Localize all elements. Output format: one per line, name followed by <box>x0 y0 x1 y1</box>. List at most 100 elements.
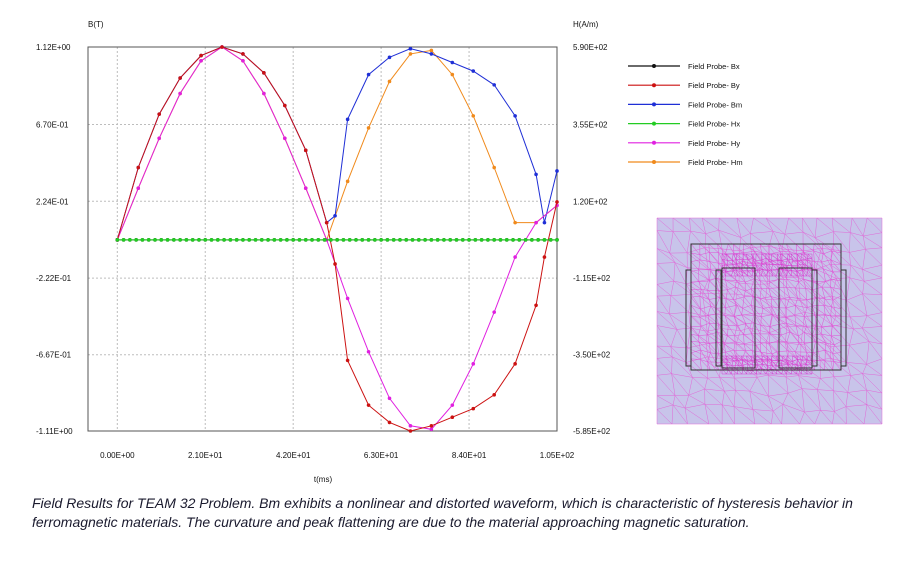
data-point-hx <box>423 238 427 242</box>
data-point-hx <box>272 238 277 242</box>
data-point-bm <box>387 55 392 60</box>
data-point-hx <box>530 238 534 242</box>
data-point-hx <box>523 238 528 242</box>
y-left-tick-label: -2.22E-01 <box>36 274 72 283</box>
x-tick-label: 0.00E+00 <box>100 451 135 460</box>
data-point-hx <box>222 238 226 242</box>
data-point-hx <box>291 238 295 242</box>
coil-left-outer <box>685 269 692 367</box>
legend-marker-by <box>652 83 656 88</box>
data-point-hx <box>178 238 182 242</box>
data-point-hx <box>146 238 151 242</box>
data-point-hy <box>429 427 434 432</box>
legend-label-by: Field Probe- By <box>688 81 740 90</box>
data-point-hx <box>165 238 170 242</box>
legend-label-bm: Field Probe- Bm <box>688 100 742 109</box>
y-right-tick-label: -3.50E+02 <box>573 351 611 360</box>
data-point-by <box>324 220 329 225</box>
series-line-hy <box>116 46 558 430</box>
data-point-hx <box>297 238 302 242</box>
data-point-by <box>542 255 547 259</box>
data-point-hm <box>387 79 392 84</box>
data-point-by <box>241 52 245 56</box>
data-point-hy <box>283 136 287 141</box>
y-axis-left-ticks: 1.12E+00 6.70E-01 2.24E-01 -2.22E-01 -6.67E-… <box>36 43 73 436</box>
data-point-by <box>408 429 413 433</box>
series-line-by <box>116 46 558 432</box>
data-point-by <box>366 403 371 407</box>
data-point-hx <box>341 238 346 242</box>
data-point-hx <box>209 238 214 242</box>
data-point-by <box>429 424 434 428</box>
data-point-by <box>178 76 182 80</box>
data-point-hx <box>417 238 421 242</box>
data-point-hx <box>241 238 245 242</box>
data-point-hm <box>492 165 496 170</box>
y-axis-right-ticks: 5.90E+02 3.55E+02 1.20E+02 -1.15E+02 -3.50E+… <box>573 43 611 436</box>
data-point-by <box>471 406 476 411</box>
data-point-hy <box>450 403 455 407</box>
data-point-by <box>345 358 350 363</box>
data-point-hx <box>454 238 459 242</box>
data-point-hx <box>492 238 496 242</box>
data-point-hx <box>404 238 409 242</box>
data-point-hx <box>360 238 365 242</box>
data-point-bm <box>333 213 337 218</box>
data-point-hx <box>184 238 189 242</box>
chart-canvas: B(T) H(A/m) t(ms) 1.12E+00 6.70E-01 2.24E-… <box>36 20 883 484</box>
data-point-bm <box>366 72 371 77</box>
x-tick-label: 4.20E+01 <box>276 451 311 460</box>
data-point-by <box>136 165 141 170</box>
data-point-hm <box>345 179 350 184</box>
data-point-hx <box>354 238 358 242</box>
data-point-hx <box>153 238 157 242</box>
data-point-bm <box>345 117 350 122</box>
data-point-hx <box>504 238 509 242</box>
x-axis-label: t(ms) <box>314 475 333 484</box>
data-point-by <box>220 45 224 49</box>
data-point-hy <box>492 310 496 314</box>
series-layer <box>115 45 559 433</box>
x-tick-label: 2.10E+01 <box>188 451 223 460</box>
data-point-hx <box>253 238 258 242</box>
data-point-hx <box>172 238 176 242</box>
data-point-hx <box>548 238 553 242</box>
legend-label-hx: Field Probe- Hx <box>688 120 740 129</box>
data-point-hx <box>347 238 352 242</box>
legend-marker-bx <box>652 64 656 68</box>
data-point-hx <box>322 238 327 242</box>
x-tick-label: 1.05E+02 <box>540 451 575 460</box>
data-point-bm <box>555 169 559 173</box>
data-point-hx <box>115 238 120 242</box>
data-point-hm <box>471 114 476 118</box>
data-point-hx <box>536 238 540 242</box>
data-point-hx <box>316 238 321 242</box>
data-point-hx <box>498 238 503 242</box>
data-point-hx <box>517 238 522 242</box>
data-point-by <box>450 415 455 420</box>
data-point-hx <box>159 238 164 242</box>
data-point-hx <box>197 238 201 242</box>
data-point-hx <box>121 238 126 242</box>
data-point-hx <box>479 238 484 242</box>
series-bm <box>115 45 559 242</box>
y-left-tick-label: 2.24E-01 <box>36 197 69 206</box>
data-point-by <box>199 53 203 58</box>
data-point-hx <box>234 238 239 242</box>
y-right-tick-label: -1.15E+02 <box>573 274 611 283</box>
y-axis-right-label: H(A/m) <box>573 20 599 29</box>
legend-label-hy: Field Probe- Hy <box>688 139 740 148</box>
coil-left-inner <box>715 269 722 367</box>
data-point-hx <box>542 238 547 242</box>
data-point-bm <box>542 220 547 225</box>
x-tick-label: 8.40E+01 <box>452 451 487 460</box>
data-point-hx <box>278 238 283 242</box>
data-point-hx <box>259 238 264 242</box>
y-left-tick-label: 1.12E+00 <box>36 43 71 52</box>
data-point-hx <box>391 238 396 242</box>
legend-marker-hm <box>652 160 656 164</box>
y-axis-left-label: B(T) <box>88 20 104 29</box>
data-point-hy <box>513 255 517 259</box>
mesh-region <box>721 355 813 375</box>
data-point-bm <box>450 60 455 65</box>
